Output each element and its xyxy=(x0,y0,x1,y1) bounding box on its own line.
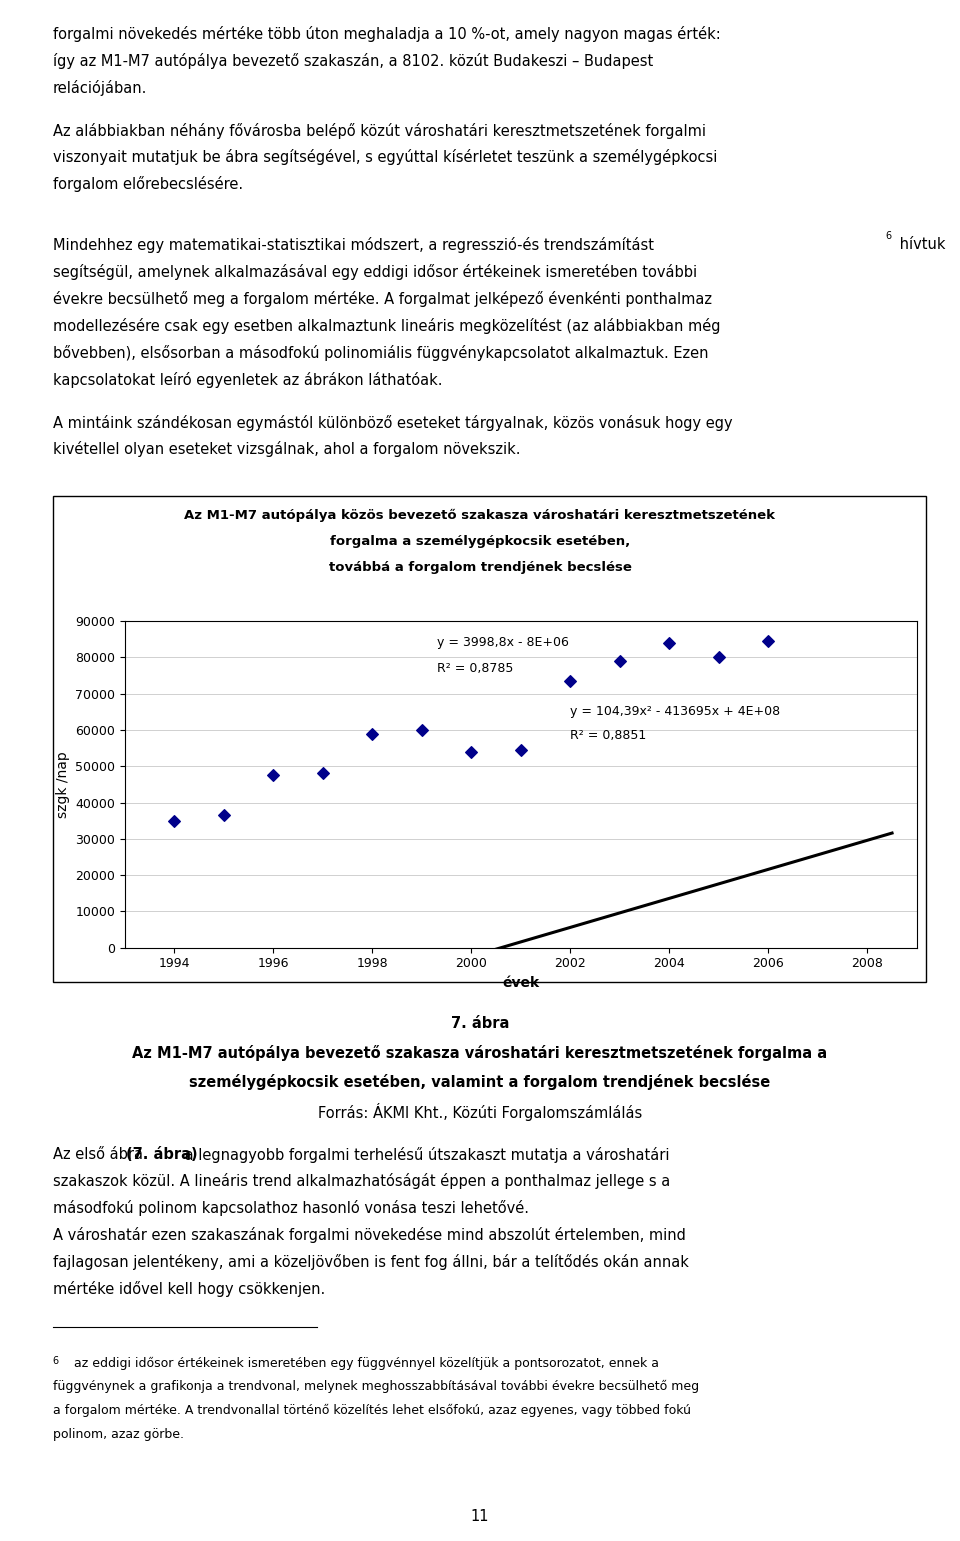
Text: mértéke idővel kell hogy csökkenjen.: mértéke idővel kell hogy csökkenjen. xyxy=(53,1281,325,1298)
Text: kivétellel olyan eseteket vizsgálnak, ahol a forgalom növekszik.: kivétellel olyan eseteket vizsgálnak, ah… xyxy=(53,441,520,458)
Text: az eddigi idősor értékeinek ismeretében egy függvénnyel közelítjük a pontsorozat: az eddigi idősor értékeinek ismeretében … xyxy=(70,1356,660,1370)
Point xyxy=(661,630,677,655)
Point xyxy=(711,646,727,670)
Text: szakaszok közül. A lineáris trend alkalmazhatóságát éppen a ponthalmaz jellege s: szakaszok közül. A lineáris trend alkalm… xyxy=(53,1173,670,1190)
Y-axis label: szgk /nap: szgk /nap xyxy=(56,750,69,818)
Point xyxy=(760,629,776,653)
Text: évekre becsülhető meg a forgalom mértéke. A forgalmat jelképező évenkénti pontha: évekre becsülhető meg a forgalom mértéke… xyxy=(53,291,711,307)
Text: forgalmi növekedés mértéke több úton meghaladja a 10 %-ot, amely nagyon magas ér: forgalmi növekedés mértéke több úton meg… xyxy=(53,26,721,42)
Point xyxy=(365,721,380,746)
Text: polinom, azaz görbe.: polinom, azaz görbe. xyxy=(53,1427,183,1441)
Text: y = 3998,8x - 8E+06: y = 3998,8x - 8E+06 xyxy=(437,636,568,649)
Text: kapcsolatokat leíró egyenletek az ábrákon láthatóak.: kapcsolatokat leíró egyenletek az ábráko… xyxy=(53,371,443,388)
Point xyxy=(563,669,578,693)
Point xyxy=(612,649,628,673)
Text: 11: 11 xyxy=(470,1509,490,1524)
Text: Az alábbiakban néhány fővárosba belépő közút városhatári keresztmetszetének forg: Az alábbiakban néhány fővárosba belépő k… xyxy=(53,123,706,139)
Text: A városhatár ezen szakaszának forgalmi növekedése mind abszolút értelemben, mind: A városhatár ezen szakaszának forgalmi n… xyxy=(53,1227,685,1244)
Text: y = 104,39x² - 413695x + 4E+08: y = 104,39x² - 413695x + 4E+08 xyxy=(570,706,780,718)
Text: így az M1-M7 autópálya bevezető szakaszán, a 8102. közút Budakeszi – Budapest: így az M1-M7 autópálya bevezető szakaszá… xyxy=(53,52,653,69)
Text: Az első ábra: Az első ábra xyxy=(53,1147,148,1162)
Text: hívtuk: hívtuk xyxy=(895,237,946,253)
Point xyxy=(216,803,231,828)
Text: a forgalom mértéke. A trendvonallal történő közelítés lehet elsőfokú, azaz egyen: a forgalom mértéke. A trendvonallal tört… xyxy=(53,1404,691,1418)
Text: másodfokú polinom kapcsolathoz hasonló vonása teszi lehetővé.: másodfokú polinom kapcsolathoz hasonló v… xyxy=(53,1200,529,1216)
Text: 6: 6 xyxy=(885,231,891,240)
Text: fajlagosan jelentékeny, ami a közeljövőben is fent fog állni, bár a telítődés ok: fajlagosan jelentékeny, ami a közeljövőb… xyxy=(53,1254,688,1270)
Text: Az M1-M7 autópálya közös bevezető szakasza városhatári keresztmetszetének: Az M1-M7 autópálya közös bevezető szakas… xyxy=(184,509,776,522)
Text: továbbá a forgalom trendjének becslése: továbbá a forgalom trendjének becslése xyxy=(328,561,632,573)
Text: relációjában.: relációjában. xyxy=(53,80,147,96)
Text: viszonyait mutatjuk be ábra segítségével, s egyúttal kísérletet teszünk a személ: viszonyait mutatjuk be ábra segítségével… xyxy=(53,149,717,165)
Text: Forrás: ÁKMI Kht., Közúti Forgalomszámlálás: Forrás: ÁKMI Kht., Közúti Forgalomszámlá… xyxy=(318,1103,642,1122)
Text: forgalma a személygépkocsik esetében,: forgalma a személygépkocsik esetében, xyxy=(330,535,630,547)
Text: Az M1-M7 autópálya bevezető szakasza városhatári keresztmetszetének forgalma a: Az M1-M7 autópálya bevezető szakasza vár… xyxy=(132,1045,828,1060)
Text: R² = 0,8851: R² = 0,8851 xyxy=(570,729,646,743)
Text: A mintáink szándékosan egymástól különböző eseteket tárgyalnak, közös vonásuk ho: A mintáink szándékosan egymástól különbö… xyxy=(53,415,732,430)
Text: függvénynek a grafikonja a trendvonal, melynek meghosszabbításával további évekr: függvénynek a grafikonja a trendvonal, m… xyxy=(53,1381,699,1393)
Bar xyxy=(53,496,926,982)
Point xyxy=(167,809,182,834)
Text: 7. ábra: 7. ábra xyxy=(451,1016,509,1031)
Point xyxy=(514,738,529,763)
Text: 6: 6 xyxy=(53,1356,59,1367)
Text: bővebben), elsősorban a másodfokú polinomiális függvénykapcsolatot alkalmaztuk. : bővebben), elsősorban a másodfokú polino… xyxy=(53,345,708,361)
X-axis label: évek: évek xyxy=(502,975,540,989)
Text: a legnagyobb forgalmi terhelésű útszakaszt mutatja a városhatári: a legnagyobb forgalmi terhelésű útszakas… xyxy=(180,1147,669,1162)
Text: személygépkocsik esetében, valamint a forgalom trendjének becslése: személygépkocsik esetében, valamint a fo… xyxy=(189,1074,771,1089)
Point xyxy=(464,740,479,764)
Text: Mindehhez egy matematikai-statisztikai módszert, a regresszió-és trendszámítást: Mindehhez egy matematikai-statisztikai m… xyxy=(53,237,654,253)
Text: (7. ábra): (7. ábra) xyxy=(126,1147,198,1162)
Point xyxy=(414,718,429,743)
Point xyxy=(266,763,281,787)
Text: R² = 0,8785: R² = 0,8785 xyxy=(437,661,513,675)
Text: forgalom előrebecslésére.: forgalom előrebecslésére. xyxy=(53,176,243,193)
Point xyxy=(315,761,330,786)
Text: segítségül, amelynek alkalmazásával egy eddigi idősor értékeinek ismeretében tov: segítségül, amelynek alkalmazásával egy … xyxy=(53,264,697,280)
Text: modellezésére csak egy esetben alkalmaztunk lineáris megközelítést (az alábbiakb: modellezésére csak egy esetben alkalmazt… xyxy=(53,317,720,334)
